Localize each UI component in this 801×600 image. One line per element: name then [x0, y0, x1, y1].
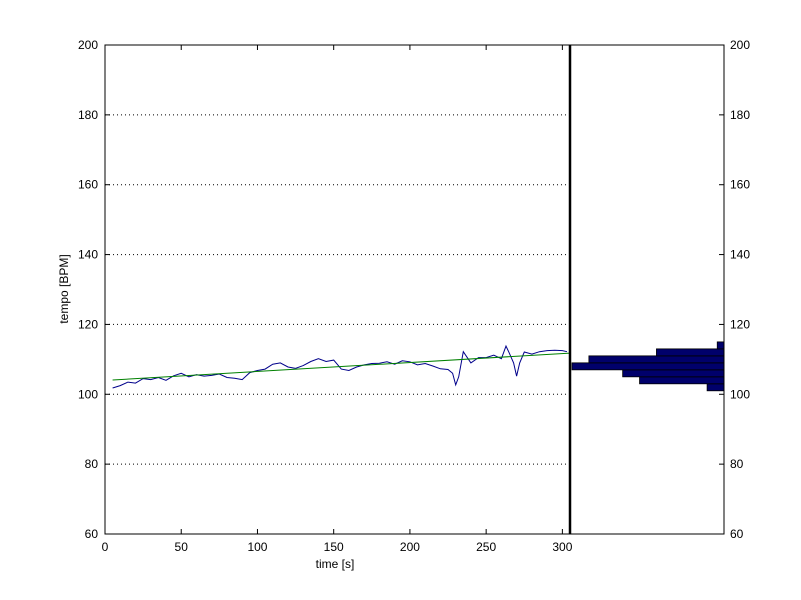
- y-tick-label: 200: [78, 38, 98, 52]
- right-y-tick-label: 60: [730, 527, 744, 541]
- x-tick-label: 200: [400, 540, 420, 554]
- histogram-bar: [706, 383, 725, 392]
- right-y-tick-label: 200: [730, 38, 750, 52]
- right-y-tick-label: 180: [730, 108, 750, 122]
- y-tick-label: 120: [78, 317, 98, 331]
- histogram-bar: [622, 369, 725, 378]
- y-tick-label: 160: [78, 178, 98, 192]
- tempo-histogram: 60 80 100 120 140 160 180 200: [568, 38, 750, 541]
- right-y-tick-label: 100: [730, 387, 750, 401]
- x-tick-label: 250: [476, 540, 496, 554]
- y-tick-label: 140: [78, 248, 98, 262]
- x-tick-label: 0: [102, 540, 109, 554]
- histogram-bar: [656, 348, 725, 357]
- y-tick-label: 80: [85, 457, 99, 471]
- x-tick-label: 100: [247, 540, 267, 554]
- histogram-bar: [639, 376, 725, 385]
- histogram-bar: [716, 341, 725, 350]
- histogram-bar: [571, 362, 725, 371]
- x-axis-label: time [s]: [316, 557, 355, 571]
- y-axis-label: tempo [BPM]: [57, 254, 71, 323]
- x-tick-label: 150: [324, 540, 344, 554]
- right-y-tick-label: 160: [730, 178, 750, 192]
- right-y-tick-label: 80: [730, 457, 744, 471]
- histogram-bar: [588, 355, 725, 364]
- trend-line: [112, 352, 571, 381]
- right-y-tick-label: 120: [730, 317, 750, 331]
- y-tick-label: 100: [78, 387, 98, 401]
- y-tick-label: 60: [85, 527, 99, 541]
- y-tick-label: 180: [78, 108, 98, 122]
- x-tick-label: 50: [175, 540, 189, 554]
- right-y-tick-label: 140: [730, 248, 750, 262]
- x-tick-label: 300: [552, 540, 572, 554]
